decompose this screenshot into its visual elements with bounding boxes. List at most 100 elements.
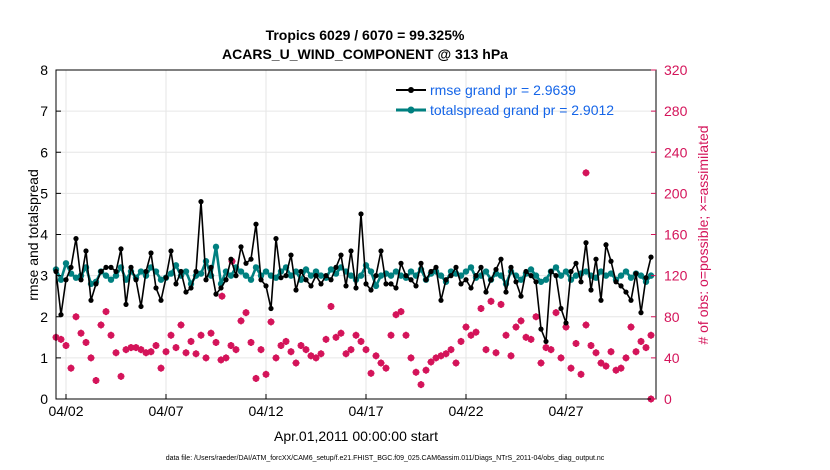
obs-point-35-ring — [227, 342, 235, 349]
obs-point-88 — [492, 349, 500, 357]
spread-point-12 — [112, 272, 120, 279]
rmse-point-119 — [648, 254, 654, 260]
obs-point-79 — [447, 346, 455, 354]
rmse-point-86 — [483, 289, 489, 295]
y-left-tick-label-4: 4 — [40, 227, 48, 243]
obs-point-113-ring — [617, 365, 625, 372]
rmse-point-99 — [548, 268, 554, 275]
obs-point-113 — [617, 364, 625, 372]
obs-point-74 — [422, 366, 430, 374]
obs-point-88-ring — [492, 349, 500, 356]
obs-point-109-ring — [597, 359, 605, 367]
legend: rmse grand pr = 2.9639 totalspread grand… — [396, 82, 614, 118]
rmse-point-46 — [283, 273, 289, 279]
obs-point-109 — [597, 359, 605, 367]
obs-point-118 — [642, 344, 650, 352]
chart-title-line1: Tropics 6029 / 6070 = 99.325% — [266, 27, 465, 43]
y-left-tick-label-1: 1 — [40, 350, 48, 366]
spread-point-101 — [557, 272, 565, 279]
rmse-point-16 — [133, 277, 139, 283]
obs-point-67-ring — [387, 332, 395, 339]
obs-point-89-ring — [497, 301, 505, 308]
obs-point-47 — [287, 348, 295, 356]
obs-point-22-ring — [162, 348, 170, 355]
rmse-point-14 — [123, 301, 129, 308]
obs-extra-point-3 — [218, 292, 226, 300]
obs-point-100 — [552, 309, 560, 317]
legend-spread-label: totalspread grand pr = 2.9012 — [430, 102, 614, 118]
obs-point-79-ring — [447, 346, 455, 353]
obs-point-81 — [457, 337, 465, 345]
obs-point-78-ring — [442, 350, 450, 357]
rmse-point-43 — [268, 305, 274, 312]
rmse-point-82 — [463, 277, 469, 283]
obs-point-68 — [392, 311, 400, 319]
obs-point-99-ring — [547, 346, 555, 353]
rmse-point-27 — [188, 285, 194, 291]
obs-point-46 — [282, 337, 290, 345]
obs-point-27 — [187, 337, 195, 345]
obs-point-37-ring — [237, 317, 245, 324]
rmse-point-42 — [263, 283, 269, 289]
spread-point-52 — [312, 268, 320, 275]
rmse-point-25 — [178, 268, 184, 275]
obs-extra-point-0-ring — [582, 169, 590, 176]
rmse-point-71 — [408, 277, 414, 283]
obs-point-82 — [462, 323, 470, 331]
obs-point-59-ring — [347, 346, 355, 353]
obs-point-58-ring — [342, 350, 350, 357]
x-tick-label-4: 04/22 — [448, 403, 483, 419]
obs-point-96-ring — [532, 313, 540, 320]
obs-point-53-ring — [317, 350, 325, 357]
rmse-point-58 — [343, 283, 349, 289]
rmse-point-9 — [98, 268, 104, 275]
obs-point-45-ring — [277, 342, 285, 349]
rmse-point-106 — [583, 240, 589, 246]
obs-point-118-ring — [642, 344, 650, 351]
obs-point-25 — [177, 321, 185, 329]
rmse-point-104 — [573, 260, 579, 266]
obs-point-89 — [497, 300, 505, 308]
spread-point-11 — [107, 276, 115, 283]
y-axis-right-label: # of obs: o=possible; ×=assimilated — [695, 125, 711, 344]
obs-point-83 — [467, 331, 475, 339]
rmse-point-84 — [473, 273, 479, 279]
obs-point-108 — [592, 349, 600, 357]
rmse-point-2 — [63, 277, 69, 283]
obs-point-117-ring — [637, 338, 645, 345]
obs-point-5 — [77, 329, 85, 337]
obs-point-80-ring — [452, 359, 460, 367]
obs-point-73 — [417, 381, 425, 389]
chart-title-line2: ACARS_U_WIND_COMPONENT @ 313 hPa — [222, 46, 508, 62]
obs-point-36 — [232, 346, 240, 354]
obs-point-36-ring — [232, 346, 240, 353]
obs-point-26 — [182, 349, 190, 357]
spread-point-100 — [552, 264, 560, 271]
rmse-point-32 — [213, 291, 219, 297]
obs-point-32 — [212, 338, 220, 346]
rmse-point-87 — [488, 277, 494, 283]
rmse-point-65 — [378, 248, 384, 254]
obs-point-84-ring — [472, 329, 480, 336]
spread-point-55 — [327, 266, 335, 273]
obs-point-85 — [477, 305, 485, 313]
obs-point-110-ring — [602, 363, 610, 370]
y-right-tick-label-8: 320 — [664, 62, 688, 78]
rmse-point-47 — [288, 252, 294, 258]
obs-point-24 — [172, 344, 180, 352]
spread-point-50 — [302, 266, 310, 273]
obs-point-60 — [352, 331, 360, 339]
x-axis-label: Apr.01,2011 00:00:00 start — [274, 428, 438, 444]
rmse-point-33 — [218, 285, 224, 291]
x-tick-label-5: 04/27 — [548, 403, 583, 419]
y-left-tick-label-6: 6 — [40, 144, 48, 160]
obs-point-82-ring — [462, 323, 470, 331]
obs-point-91-ring — [507, 352, 515, 359]
rmse-point-23 — [168, 248, 174, 254]
obs-point-70-ring — [402, 332, 410, 339]
spread-point-26 — [182, 268, 190, 275]
obs-point-73-ring — [417, 381, 425, 388]
spread-point-24 — [172, 262, 180, 269]
obs-point-2 — [62, 342, 70, 350]
spread-point-64 — [372, 282, 380, 290]
